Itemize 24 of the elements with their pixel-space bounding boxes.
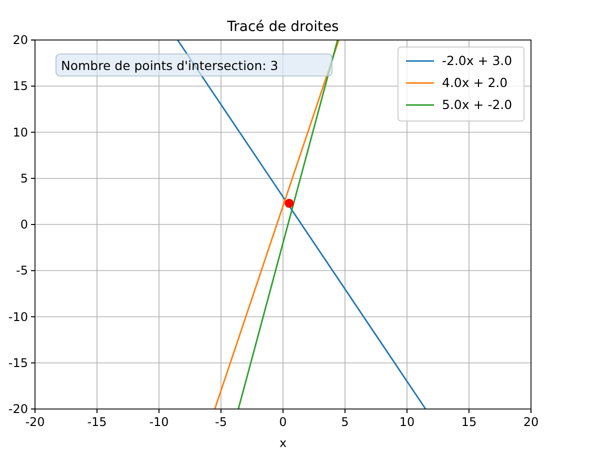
chart-title: Tracé de droites [226,19,339,35]
x-tick-label: -10 [149,415,169,429]
y-tick-label: 0 [20,218,28,232]
x-tick-label: 15 [461,415,477,429]
x-axis-title: x [279,436,287,450]
y-tick-label: -20 [8,402,28,416]
x-tick-label: 5 [341,415,349,429]
x-tick-label: 10 [399,415,415,429]
y-tick-label: 15 [12,79,28,94]
x-tick-label: -5 [215,415,227,429]
legend-label: 4.0x + 2.0 [442,75,508,90]
note-box: Nombre de points d'intersection: 3 [56,54,332,76]
y-tick-label: -5 [16,264,28,278]
y-tick-label: 5 [20,171,28,186]
legend-label: -2.0x + 3.0 [442,53,512,68]
y-tick-label: -15 [8,356,28,370]
legend-label: 5.0x + -2.0 [442,97,512,112]
x-tick-label: 20 [523,415,539,429]
y-tick-label: -10 [8,310,28,324]
annotation: Nombre de points d'intersection: 3 [61,58,278,73]
y-tick-label: 10 [12,125,28,140]
x-tick-label: 0 [279,415,287,429]
y-tick-label: 20 [12,33,28,47]
x-tick-label: -15 [87,415,107,429]
